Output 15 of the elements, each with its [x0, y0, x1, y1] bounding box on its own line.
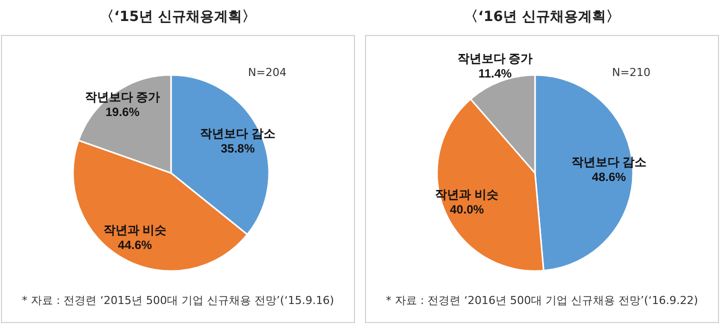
chart-title: 〈‘15년 신규채용계획〉: [99, 8, 257, 26]
slice-label: 작년보다 증가: [457, 52, 533, 66]
data-label: 40.0%: [450, 202, 484, 216]
text: N=210: [612, 66, 650, 79]
text: * 자료 : 전경련 ‘2016년 500대 기업 신규채용 전망’(‘16.9.22): [384, 293, 700, 308]
data-label: 48.6%: [592, 170, 626, 184]
chart-title: 〈‘16년 신규채용계획〉: [463, 8, 621, 26]
text: * 자료 : 전경련 ‘2015년 500대 기업 신규채용 전망’(‘15.9.16): [20, 293, 336, 308]
data-label: 44.6%: [118, 238, 152, 252]
slice-label: 작년과 비슷: [103, 223, 167, 238]
slice-label: 작년보다 증가: [84, 90, 160, 104]
data-label: 11.4%: [478, 66, 512, 81]
text: N=204: [248, 66, 286, 79]
data-label: 19.6%: [105, 104, 140, 119]
data-label: 35.8%: [220, 142, 256, 156]
